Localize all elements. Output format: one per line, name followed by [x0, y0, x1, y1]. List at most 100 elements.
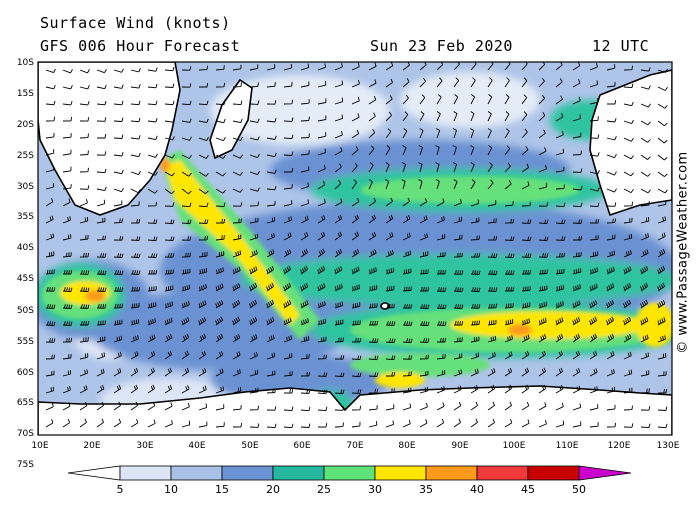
- legend-label: 20: [266, 483, 280, 496]
- wind-barb: [504, 401, 513, 411]
- wind-barb: [249, 64, 259, 71]
- wind-barb: [504, 77, 510, 88]
- wind-barb: [351, 421, 361, 428]
- wind-barb: [606, 202, 617, 207]
- wind-barb: [470, 145, 475, 156]
- wind-barb: [45, 269, 55, 275]
- wind-barb: [164, 384, 173, 394]
- wind-barb: [657, 137, 668, 144]
- wind-barb: [283, 423, 294, 429]
- wind-barb: [334, 130, 343, 139]
- lon-label: 40E: [188, 441, 205, 451]
- wind-barb: [266, 185, 277, 191]
- wind-barb: [572, 385, 581, 394]
- wind-barb: [300, 265, 309, 275]
- wind-barb: [589, 350, 598, 360]
- wind-barb: [606, 234, 616, 241]
- wind-barb: [334, 97, 344, 105]
- wind-barb: [504, 111, 510, 122]
- wind-barb: [657, 216, 667, 224]
- wind-barb: [300, 389, 311, 394]
- wind-barb: [436, 111, 441, 122]
- wind-barb: [283, 265, 292, 275]
- wind-barb: [79, 353, 89, 360]
- wind-barb: [589, 267, 599, 275]
- wind-barb: [453, 385, 462, 394]
- wind-barb: [334, 406, 345, 411]
- wind-barb: [45, 419, 54, 428]
- wind-barb: [555, 268, 565, 275]
- wind-barb: [79, 401, 88, 411]
- wind-barb: [657, 103, 668, 109]
- wind-barb: [538, 384, 547, 394]
- wind-barb: [368, 249, 377, 258]
- wind-barb: [402, 78, 410, 88]
- wind-barb: [452, 145, 457, 156]
- wind-barb: [436, 94, 442, 105]
- wind-barb: [368, 95, 377, 105]
- wind-barb: [113, 287, 124, 292]
- wind-barb: [130, 135, 141, 140]
- wind-barb: [181, 385, 190, 394]
- wind-barb: [164, 269, 174, 275]
- wind-barb: [419, 402, 428, 411]
- wind-barb: [572, 62, 581, 71]
- wind-barb: [521, 401, 530, 411]
- wind-barb: [606, 118, 617, 123]
- wind-barb: [555, 284, 565, 292]
- wind-barb: [283, 406, 294, 412]
- wind-barb: [640, 233, 649, 241]
- legend-swatch: [272, 465, 325, 481]
- wind-barb: [351, 320, 361, 326]
- wind-barb: [164, 188, 175, 195]
- wind-barb: [589, 98, 599, 105]
- wind-barb: [62, 321, 73, 326]
- wind-barb: [283, 200, 293, 207]
- wind-barb: [640, 423, 651, 429]
- wind-barb: [181, 219, 192, 225]
- lon-label: 70E: [346, 441, 363, 451]
- wind-barb: [266, 406, 277, 411]
- wind-barb: [45, 287, 56, 292]
- wind-barb: [62, 386, 71, 394]
- wind-barb: [45, 84, 56, 90]
- wind-barb: [436, 370, 446, 377]
- wind-barb: [401, 179, 406, 190]
- wind-barb: [623, 423, 634, 428]
- wind-barb: [96, 352, 106, 360]
- map-title: Surface Wind (knots): [40, 14, 231, 32]
- wind-barb: [198, 333, 207, 343]
- wind-barb: [130, 335, 139, 343]
- wind-barb: [419, 251, 429, 258]
- wind-barb: [589, 283, 598, 292]
- wind-barb: [96, 304, 107, 309]
- wind-barb: [487, 287, 498, 292]
- wind-barb: [283, 232, 292, 241]
- wind-barb: [249, 233, 259, 241]
- wind-barb: [402, 286, 412, 292]
- wind-barb: [215, 333, 224, 343]
- wind-barb: [147, 171, 158, 176]
- lon-label: 60E: [293, 441, 310, 451]
- wind-barb: [589, 62, 598, 71]
- wind-barb: [351, 372, 362, 378]
- lon-label: 130E: [657, 441, 680, 451]
- wind-barb: [521, 270, 532, 275]
- wind-barb: [368, 112, 376, 122]
- wind-barb: [487, 94, 493, 105]
- wind-barb: [351, 113, 360, 122]
- lat-label: 70S: [17, 429, 34, 439]
- wind-barb: [606, 171, 617, 176]
- wind-barb: [657, 154, 668, 161]
- wind-barb: [351, 179, 357, 190]
- wind-barb: [317, 248, 326, 258]
- wind-barb: [385, 420, 395, 428]
- wind-barb: [266, 216, 276, 224]
- wind-barb: [538, 317, 547, 326]
- wind-barb: [266, 388, 276, 394]
- wind-barb: [384, 179, 390, 190]
- wind-barb: [317, 132, 327, 139]
- wind-barb: [487, 200, 497, 207]
- wind-barb: [470, 179, 476, 190]
- wind-barb: [334, 63, 343, 71]
